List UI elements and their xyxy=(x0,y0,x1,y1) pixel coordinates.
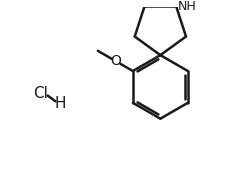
Text: O: O xyxy=(111,54,122,68)
Text: H: H xyxy=(55,96,66,111)
Text: NH: NH xyxy=(178,0,197,13)
Text: Cl: Cl xyxy=(34,86,48,101)
